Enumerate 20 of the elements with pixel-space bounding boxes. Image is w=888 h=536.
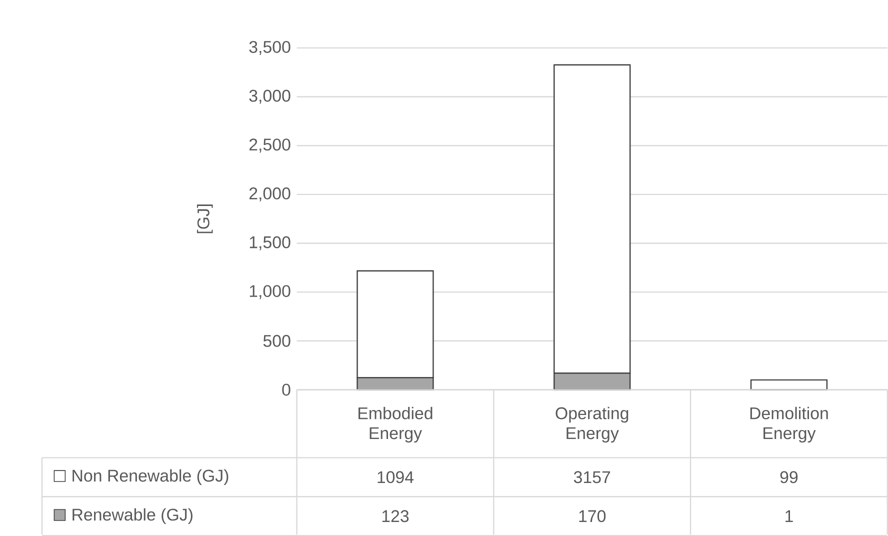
legend-label: Renewable (GJ) xyxy=(72,508,192,524)
data-label: 170 xyxy=(579,510,606,522)
data-label: 99 xyxy=(780,471,798,484)
y-axis-title: [GJ] xyxy=(196,204,213,234)
y-tick-label: 2,500 xyxy=(249,138,290,152)
y-tick-label: 3,000 xyxy=(249,90,290,104)
y-tick-label: 3,500 xyxy=(249,40,290,55)
y-tick-label: 2,000 xyxy=(249,187,290,202)
x-tick-label: Operating Energy xyxy=(556,406,628,442)
data-label: 1 xyxy=(786,510,793,522)
x-tick-label: Demolition Energy xyxy=(750,406,828,442)
data-label: 123 xyxy=(382,510,409,522)
data-label: 1094 xyxy=(378,471,414,484)
x-tick-label: Embodied Energy xyxy=(358,406,432,442)
legend-label: Non Renewable (GJ) xyxy=(72,469,228,485)
y-tick-label: 0 xyxy=(282,384,290,396)
y-tick-label: 1,500 xyxy=(250,236,290,250)
data-label: 3157 xyxy=(574,471,610,484)
y-tick-label: 1,000 xyxy=(250,284,290,299)
y-tick-label: 500 xyxy=(263,334,290,347)
